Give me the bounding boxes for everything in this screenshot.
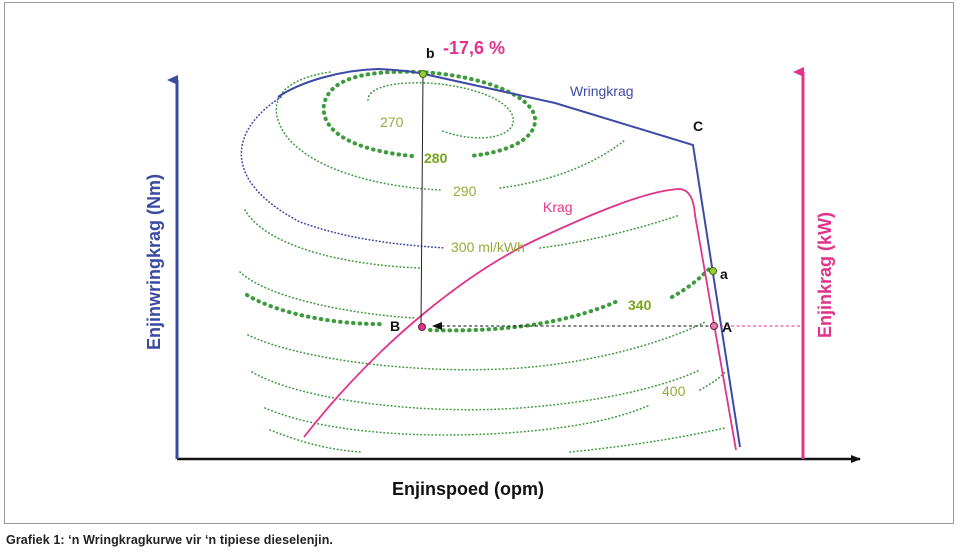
contour-bottom-right (569, 427, 726, 453)
contour-label-340: 340 (628, 297, 652, 313)
contour-400 (264, 371, 726, 436)
point-label-C: C (693, 118, 703, 134)
contour-360 (247, 321, 706, 371)
x-axis-label: Enjinspoed (opm) (392, 479, 544, 499)
contour-label-300: 300 ml/kWh (451, 239, 525, 255)
line-b-B (420, 73, 424, 328)
contour-label-280: 280 (424, 150, 448, 166)
left-y-axis-label: Enjinwringkrag (Nm) (144, 174, 164, 350)
point-A-marker (710, 322, 718, 330)
contour-label-290: 290 (453, 183, 477, 199)
point-b-marker (419, 70, 427, 78)
power-curve (303, 188, 737, 451)
point-a-marker (709, 267, 717, 275)
right-y-axis-label: Enjinkrag (kW) (815, 212, 835, 338)
torque-curve-label: Wringkrag (570, 83, 634, 99)
point-label-a: a (720, 266, 728, 282)
contour-380 (251, 369, 701, 411)
contour-label-270: 270 (380, 114, 404, 130)
point-label-b: b (426, 45, 435, 61)
contour-310 (239, 271, 416, 319)
figure-frame (4, 2, 954, 524)
figure-caption: Grafiek 1: ‘n Wringkragkurwe vir ‘n tipi… (6, 533, 333, 547)
point-label-A: A (722, 319, 732, 335)
contour-bottom-left (269, 429, 361, 453)
contour-280-left (321, 69, 538, 158)
contour-270 (367, 81, 515, 139)
contour-300 (244, 209, 681, 269)
power-curve-label: Krag (543, 199, 573, 215)
torque-curve-diagram: 270 280 290 300 ml/kWh 340 400 Wringkrag… (144, 38, 861, 499)
contour-label-400: 400 (662, 383, 686, 399)
annotation-percent: -17,6 % (443, 38, 505, 58)
point-label-B: B (390, 318, 400, 334)
point-B-marker (418, 323, 426, 331)
efficiency-contours (239, 69, 726, 453)
torque-envelope-dotted (240, 96, 446, 249)
contour-340-left (245, 293, 387, 327)
contour-290 (275, 71, 626, 191)
contour-340-right (428, 266, 712, 333)
